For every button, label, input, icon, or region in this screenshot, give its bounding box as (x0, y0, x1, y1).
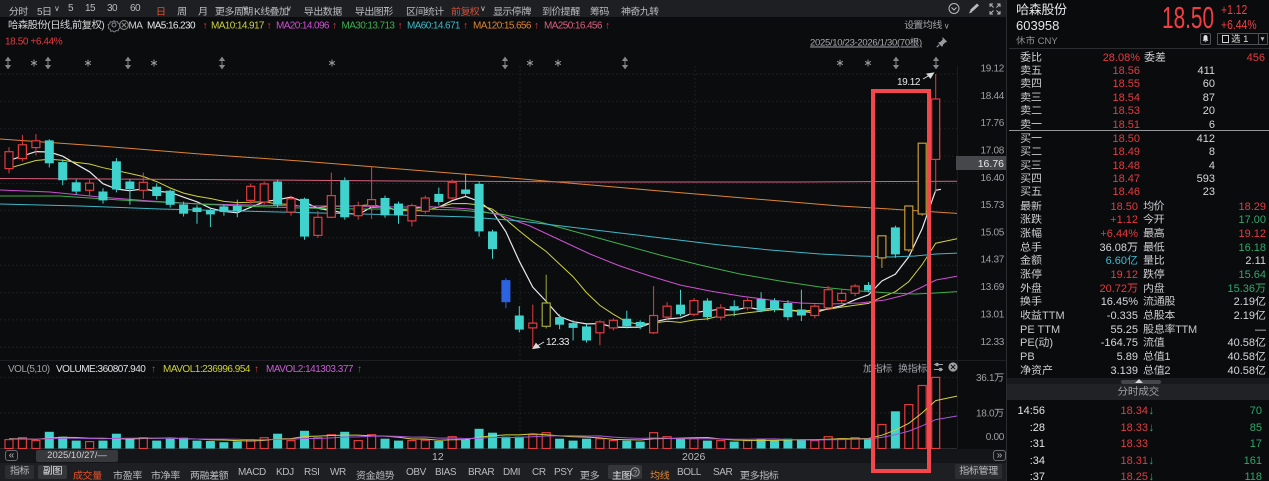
svg-text:VOLUME:360807.940: VOLUME:360807.940 (56, 364, 146, 375)
svg-text:18.0万: 18.0万 (976, 409, 1004, 420)
svg-text:MA120:15.656: MA120:15.656 (473, 21, 532, 32)
svg-text:12.33: 12.33 (546, 337, 570, 348)
svg-text:17.08: 17.08 (980, 146, 1004, 157)
svg-text:14.37: 14.37 (980, 255, 1004, 266)
svg-text:15.73: 15.73 (980, 200, 1004, 211)
svg-text:13.69: 13.69 (980, 282, 1004, 293)
svg-text:19.12: 19.12 (897, 77, 921, 88)
svg-text:0.00: 0.00 (986, 432, 1005, 443)
svg-text:15.05: 15.05 (980, 227, 1004, 238)
svg-text:MA250:16.456: MA250:16.456 (544, 21, 603, 32)
svg-text:加指标: 加指标 (863, 364, 892, 375)
svg-text:MA: MA (129, 21, 144, 32)
svg-text:MAVOL1:236996.954: MAVOL1:236996.954 (163, 364, 251, 375)
svg-text:18.50 +6.44%: 18.50 +6.44% (5, 37, 63, 48)
svg-text:VOL(5,10): VOL(5,10) (8, 364, 50, 375)
svg-text:↑: ↑ (605, 21, 610, 32)
svg-text:17.76: 17.76 (980, 118, 1004, 129)
svg-text:16.76: 16.76 (978, 158, 1004, 170)
svg-text:设置均线 ∨: 设置均线 ∨ (904, 20, 949, 32)
svg-text:MA60:14.671: MA60:14.671 (407, 21, 461, 32)
svg-text:36.1万: 36.1万 (976, 373, 1004, 384)
svg-text:2025/10/23-2026/1/30(70根): 2025/10/23-2026/1/30(70根) (810, 38, 922, 49)
svg-text:?: ? (633, 468, 637, 477)
svg-text:换指标: 换指标 (898, 363, 927, 375)
svg-text:↑: ↑ (357, 364, 362, 375)
svg-text:19.12: 19.12 (980, 64, 1004, 75)
svg-text:↑: ↑ (398, 21, 403, 32)
svg-text:MA20:14.096: MA20:14.096 (276, 21, 330, 32)
svg-text:↑: ↑ (267, 21, 272, 32)
svg-text:MA10:14.917: MA10:14.917 (211, 21, 265, 32)
svg-text:MA5:16.230: MA5:16.230 (147, 21, 196, 32)
svg-text:12.33: 12.33 (980, 337, 1004, 348)
svg-text:16.40: 16.40 (980, 173, 1004, 184)
svg-text:MA30:13.713: MA30:13.713 (342, 21, 396, 32)
svg-text:↑: ↑ (151, 364, 156, 375)
svg-text:13.01: 13.01 (980, 309, 1004, 320)
svg-text:MAVOL2:141303.377: MAVOL2:141303.377 (266, 364, 354, 375)
svg-text:哈森股份(日线,前复权): 哈森股份(日线,前复权) (8, 19, 104, 32)
svg-text:↑: ↑ (332, 21, 337, 32)
svg-text:↑: ↑ (203, 21, 208, 32)
svg-text:↑: ↑ (534, 21, 539, 32)
svg-text:↑: ↑ (254, 364, 259, 375)
svg-text:↑: ↑ (463, 21, 468, 32)
svg-text:18.44: 18.44 (980, 91, 1004, 102)
